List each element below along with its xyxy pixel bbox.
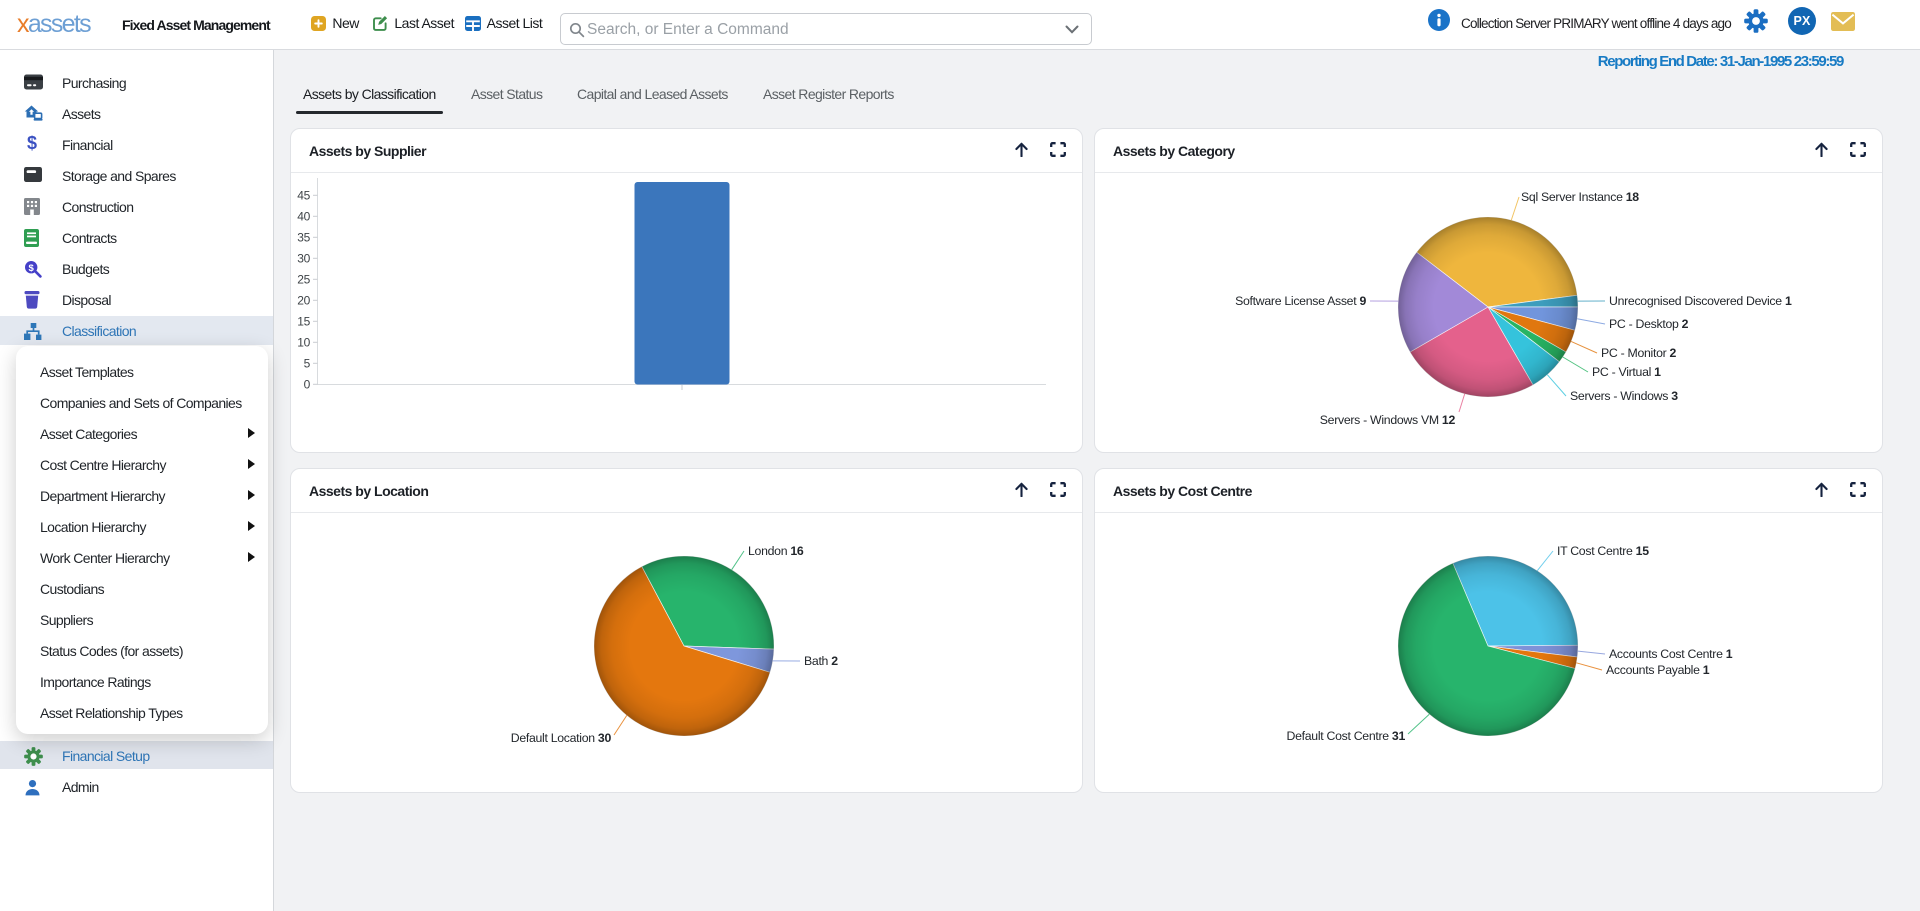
- svg-text:Unrecognised Discovered Device: Unrecognised Discovered Device 1: [1609, 294, 1792, 308]
- svg-text:25: 25: [297, 273, 310, 287]
- svg-text:35: 35: [297, 231, 310, 245]
- svg-text:Software License Asset 9: Software License Asset 9: [1235, 294, 1366, 308]
- svg-text:PC - Desktop 2: PC - Desktop 2: [1609, 317, 1689, 331]
- svg-text:30: 30: [297, 252, 310, 266]
- svg-text:0: 0: [304, 378, 311, 392]
- svg-text:IT Cost Centre 15: IT Cost Centre 15: [1557, 544, 1649, 558]
- svg-text:15: 15: [297, 315, 310, 329]
- svg-text:$: $: [29, 263, 35, 274]
- svg-text:Default Cost Centre 31: Default Cost Centre 31: [1287, 729, 1406, 743]
- svg-text:45: 45: [297, 189, 310, 203]
- svg-text:20: 20: [297, 294, 310, 308]
- svg-text:PC - Virtual 1: PC - Virtual 1: [1592, 365, 1661, 379]
- svg-text:40: 40: [297, 210, 310, 224]
- svg-text:PC - Monitor 2: PC - Monitor 2: [1601, 346, 1677, 360]
- svg-text:Accounts Cost Centre 1: Accounts Cost Centre 1: [1609, 647, 1733, 661]
- svg-text:Servers - Windows VM 12: Servers - Windows VM 12: [1320, 413, 1456, 427]
- svg-text:5: 5: [304, 357, 311, 371]
- svg-text:Default Location 30: Default Location 30: [511, 731, 612, 745]
- svg-text:Accounts Payable 1: Accounts Payable 1: [1606, 663, 1710, 677]
- svg-text:London 16: London 16: [748, 544, 804, 558]
- svg-text:Servers - Windows 3: Servers - Windows 3: [1570, 389, 1678, 403]
- svg-text:10: 10: [297, 336, 310, 350]
- svg-text:Bath 2: Bath 2: [804, 654, 838, 668]
- svg-text:Sql Server Instance 18: Sql Server Instance 18: [1521, 190, 1639, 204]
